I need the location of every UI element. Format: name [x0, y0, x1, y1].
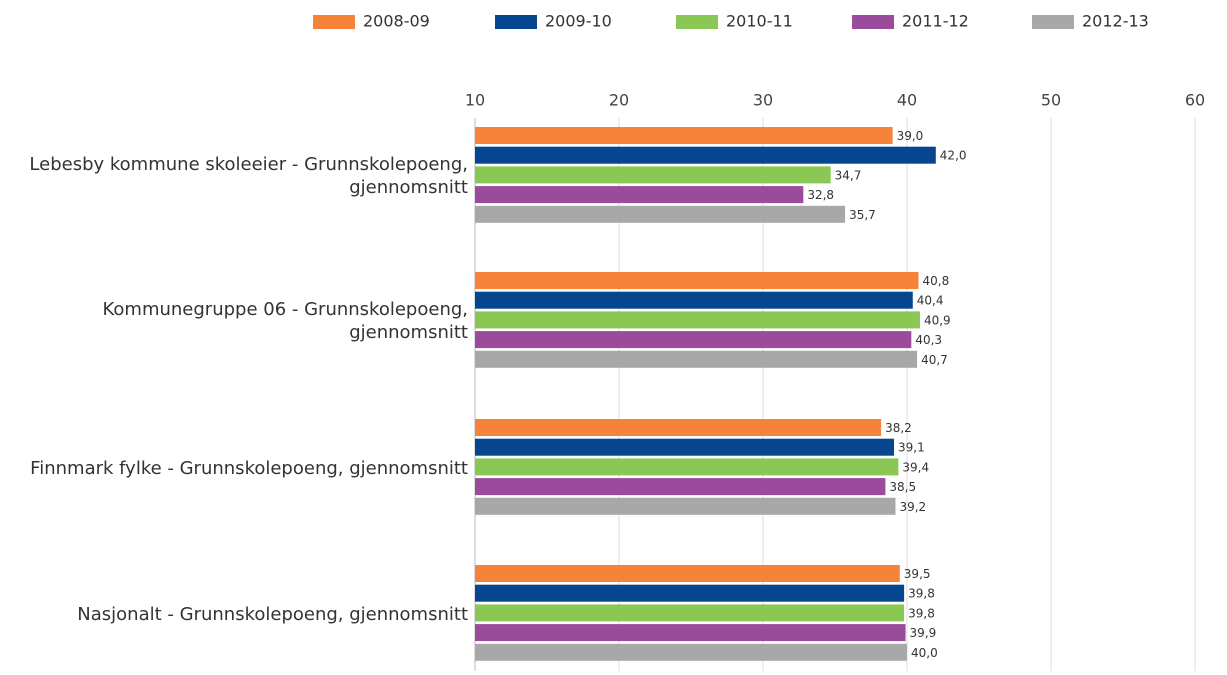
category-label-box: Finnmark fylke - Grunnskolepoeng, gjenno…	[30, 457, 468, 479]
bar	[475, 458, 899, 476]
category-label-box: Lebesby kommune skoleeier - Grunnskolepo…	[29, 154, 468, 199]
legend-swatch	[495, 15, 537, 29]
x-tick-label: 20	[609, 91, 629, 110]
bar	[475, 146, 936, 164]
x-tick-label: 40	[897, 91, 917, 110]
value-label: 38,5	[889, 480, 916, 494]
bar	[475, 419, 882, 436]
value-label: 39,8	[908, 606, 935, 620]
legend-swatch	[313, 15, 355, 29]
value-label: 39,9	[910, 626, 937, 640]
value-label: 38,2	[885, 421, 912, 435]
value-label: 42,0	[940, 149, 967, 163]
y-tick-label: Finnmark fylke - Grunnskolepoeng, gjenno…	[30, 457, 468, 479]
value-label: 40,9	[924, 313, 951, 327]
legend-label: 2012-13	[1082, 12, 1149, 31]
bar	[475, 478, 886, 496]
category-label-box: Nasjonalt - Grunnskolepoeng, gjennomsnit…	[77, 603, 468, 625]
bar	[475, 205, 846, 223]
category-label-box: Kommunegruppe 06 - Grunnskolepoeng, gjen…	[102, 299, 469, 344]
value-label: 39,0	[897, 129, 924, 143]
legend-label: 2010-11	[726, 12, 793, 31]
value-label: 34,7	[835, 168, 862, 182]
bar	[475, 643, 907, 661]
value-label: 39,8	[908, 587, 935, 601]
bar	[475, 565, 900, 582]
bar	[475, 350, 918, 368]
bar	[475, 331, 912, 349]
value-label: 39,5	[904, 567, 931, 581]
value-label: 40,4	[917, 294, 944, 308]
value-label: 40,0	[911, 646, 938, 660]
value-label: 40,3	[915, 333, 942, 347]
legend-label: 2009-10	[545, 12, 612, 31]
x-tick-label: 50	[1041, 91, 1061, 110]
bar	[475, 497, 896, 515]
value-label: 35,7	[849, 208, 876, 222]
y-tick-label: Nasjonalt - Grunnskolepoeng, gjennomsnit…	[77, 603, 468, 625]
value-label: 39,1	[898, 441, 925, 455]
x-tick-label: 60	[1185, 91, 1205, 110]
legend-swatch	[852, 15, 894, 29]
y-tick-label: Kommunegruppe 06 - Grunnskolepoeng, gjen…	[102, 299, 469, 344]
x-tick-label: 30	[753, 91, 773, 110]
value-label: 32,8	[807, 188, 834, 202]
legend-swatch	[1032, 15, 1074, 29]
legend-label: 2008-09	[363, 12, 430, 31]
bar	[475, 272, 919, 289]
bar	[475, 311, 920, 329]
bar	[475, 438, 895, 456]
legend-swatch	[676, 15, 718, 29]
value-label: 40,8	[923, 274, 950, 288]
bar	[475, 166, 831, 184]
bar	[475, 291, 913, 309]
bar	[475, 186, 804, 204]
legend-label: 2011-12	[902, 12, 969, 31]
bar	[475, 127, 893, 144]
x-tick-label: 10	[465, 91, 485, 110]
value-label: 39,2	[899, 500, 926, 514]
bar	[475, 584, 905, 602]
value-label: 40,7	[921, 353, 948, 367]
bar	[475, 624, 906, 642]
y-tick-label: Lebesby kommune skoleeier - Grunnskolepo…	[29, 154, 468, 199]
value-label: 39,4	[902, 460, 929, 474]
bar	[475, 604, 905, 622]
